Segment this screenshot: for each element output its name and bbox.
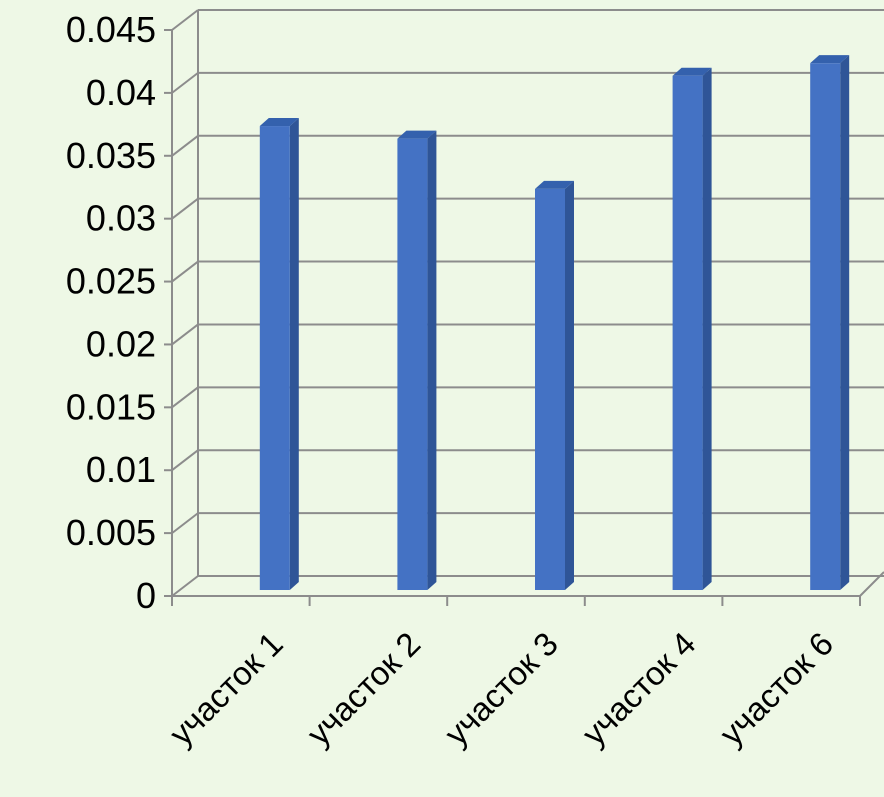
bar-side-1	[289, 118, 299, 591]
gridline-diagonal-4	[171, 323, 199, 346]
bar-top-4	[672, 67, 712, 76]
axes	[164, 29, 884, 606]
y-tick-label-7: 0.035	[66, 135, 156, 176]
gridline-diagonal-0	[171, 575, 199, 597]
y-tick-label-5: 0.025	[66, 261, 156, 302]
bars	[259, 55, 850, 591]
gridline-diagonal-1	[171, 512, 199, 534]
gridline-diagonal-9	[171, 9, 199, 31]
bar-1	[259, 118, 299, 591]
bar-side-2	[427, 130, 437, 590]
y-tick-label-3: 0.015	[66, 386, 156, 427]
bar-front-2	[397, 138, 428, 590]
bar-3	[535, 180, 574, 590]
floor-right-edge	[859, 571, 884, 597]
bar-front-4	[672, 75, 703, 590]
bar-side-3	[565, 180, 574, 590]
gridline-diagonal-6	[171, 197, 199, 220]
gridline-diagonal-3	[171, 386, 199, 409]
x-tick-label-1: участок 1	[162, 625, 290, 753]
y-tick-label-0: 0	[136, 575, 156, 616]
x-tick-label-2: участок 2	[300, 625, 428, 753]
y-tick-label-2: 0.01	[86, 449, 156, 490]
bar-front-1	[259, 126, 290, 591]
bar-5	[810, 55, 850, 590]
bar-top-3	[535, 180, 574, 189]
y-tick-label-9: 0.045	[66, 9, 156, 50]
x-tick-label-3: участок 3	[437, 625, 565, 753]
bar-4	[672, 67, 712, 590]
x-tick-labels: участок 1 участок 2 участок 3 участок 4 учас…	[162, 625, 840, 753]
gridline-diagonal-2	[171, 449, 199, 472]
bar-side-4	[702, 67, 712, 590]
y-tick-labels: 0 0.005 0.01 0.015 0.02 0.025 0.03 0.035 0.04 0.0…	[66, 9, 156, 616]
bar-2	[397, 130, 437, 590]
bar-side-5	[840, 55, 850, 590]
bar-top-1	[259, 118, 299, 127]
bar-front-3	[535, 188, 565, 590]
x-tick-label-5: участок 6	[712, 625, 840, 753]
gridline-diagonal-5	[171, 260, 199, 283]
y-tick-label-4: 0.02	[86, 323, 156, 364]
y-tick-label-1: 0.005	[66, 512, 156, 553]
gridline-diagonal-8	[171, 72, 199, 94]
gridline-diagonal-7	[171, 134, 199, 157]
y-tick-label-8: 0.04	[86, 72, 156, 113]
bar-front-5	[810, 63, 841, 590]
y-tick-label-6: 0.03	[86, 198, 156, 239]
x-tick-label-4: участок 4	[575, 625, 703, 753]
bar-top-5	[810, 55, 850, 64]
bar-top-2	[397, 130, 437, 139]
